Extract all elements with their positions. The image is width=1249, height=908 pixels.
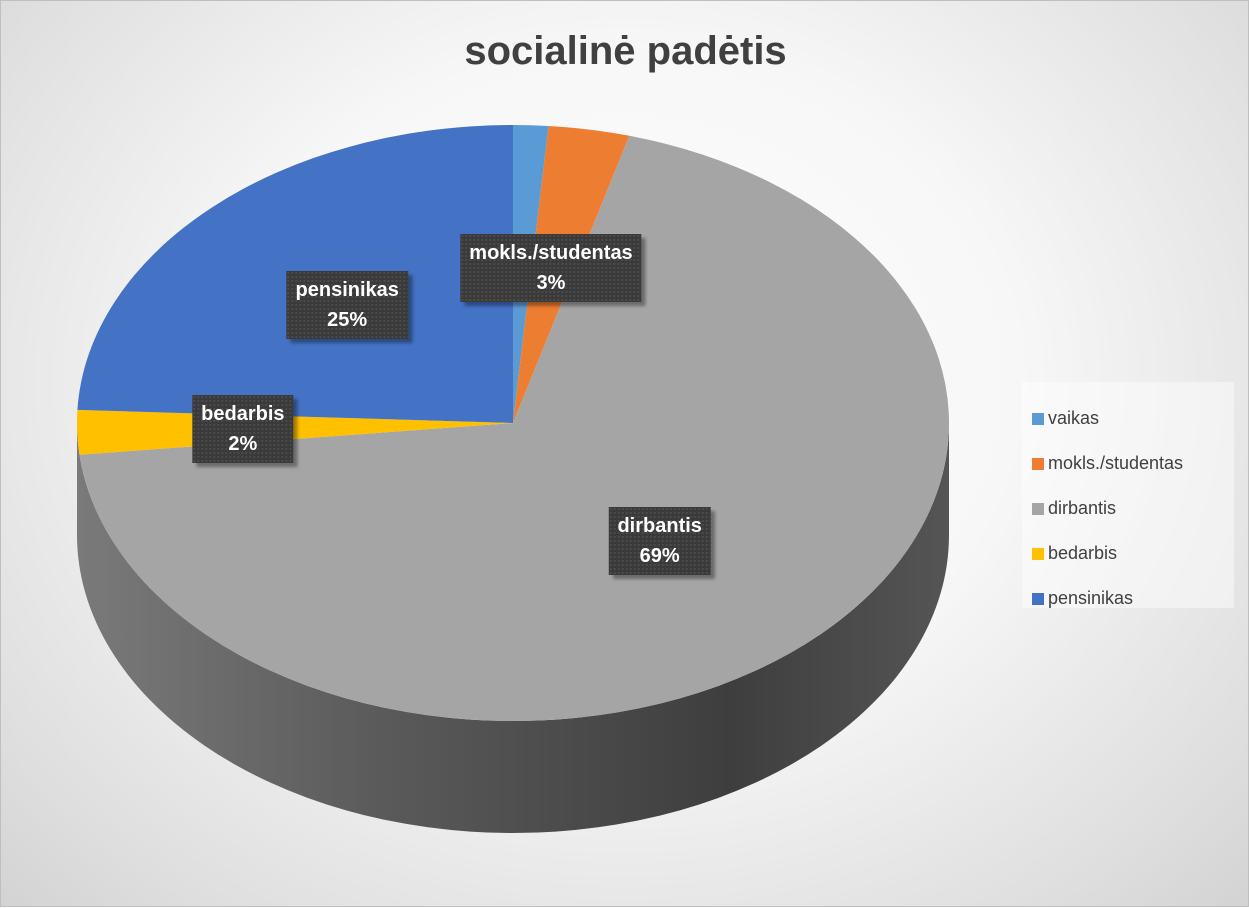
legend-swatch [1032, 412, 1044, 425]
data-label-value: 69% [639, 545, 680, 568]
legend-swatch [1032, 547, 1044, 560]
data-label-category: pensinikas [295, 278, 399, 301]
legend-item-bedarbis: bedarbis [1032, 531, 1234, 576]
legend-label: vaikas [1048, 408, 1100, 428]
legend-item-vaikas: vaikas [1032, 396, 1234, 441]
chart-title: socialinė padėtis [464, 29, 787, 73]
data-label-category: dirbantis [617, 515, 702, 538]
data-label-pensinikas: pensinikas 25% [286, 270, 408, 339]
chart-legend: vaikas mokls./studentas dirbantis bedarbis p… [1022, 382, 1234, 608]
pie-slice-bedarbis [76, 409, 513, 455]
data-label-mokls-studentas: mokls./studentas 3% [460, 234, 642, 302]
data-label-category: bedarbis [201, 402, 285, 425]
data-label-category: mokls./studentas [469, 242, 633, 264]
data-label-dirbantis: dirbantis 69% [608, 507, 711, 576]
legend-label: bedarbis [1048, 543, 1118, 563]
legend-item-pensinikas: pensinikas [1032, 576, 1234, 621]
legend-label: pensinikas [1048, 588, 1134, 608]
data-label-bedarbis: bedarbis 2% [192, 394, 294, 463]
legend-label: dirbantis [1048, 498, 1117, 518]
legend-item-dirbantis: dirbantis [1032, 486, 1234, 531]
legend-swatch [1032, 502, 1044, 515]
legend-label: mokls./studentas [1048, 453, 1184, 473]
legend-item-mokls-studentas: mokls./studentas [1032, 441, 1234, 486]
legend-swatch [1032, 592, 1044, 605]
pie-side-wall [77, 423, 949, 833]
legend-swatch [1032, 457, 1044, 470]
pie-side-wall-shape [77, 423, 949, 833]
data-label-value: 25% [327, 308, 368, 331]
data-label-value: 2% [228, 432, 258, 455]
pie-slice-dirbantis [79, 135, 949, 721]
data-label-value: 3% [536, 272, 566, 294]
